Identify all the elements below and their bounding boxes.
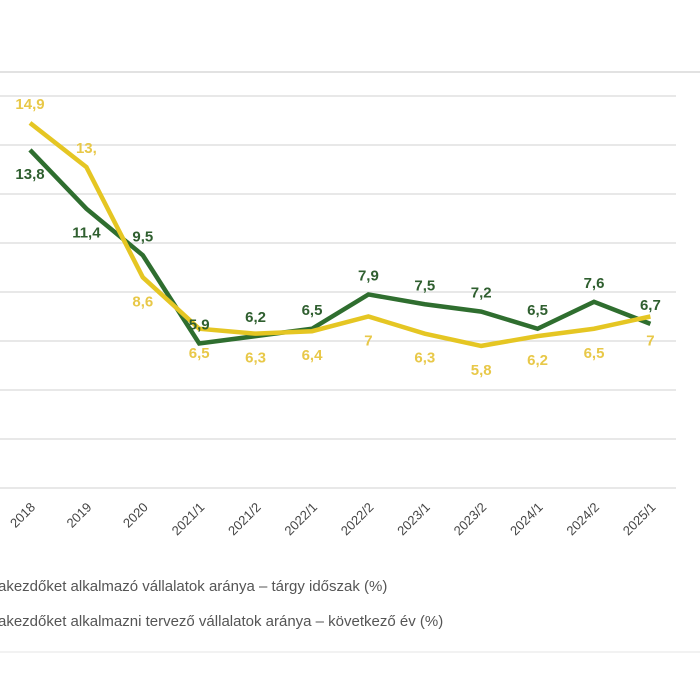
data-label: 7 [646, 333, 654, 350]
x-tick-label: 2020 [120, 500, 151, 531]
data-label: 9,5 [132, 228, 153, 245]
data-label: 7,9 [358, 267, 379, 284]
legend-item-series-2: akezdőket alkalmazni tervező vállalatok … [0, 613, 444, 630]
data-label: 5,9 [189, 316, 210, 333]
x-tick-label: 2019 [63, 500, 94, 531]
data-label: 6,5 [527, 302, 548, 319]
data-label: 6,5 [302, 302, 323, 319]
x-tick-label: 2023/2 [451, 500, 490, 539]
x-tick-label: 2021/1 [169, 500, 208, 539]
data-label: 6,2 [245, 309, 266, 326]
x-tick-label: 2022/2 [338, 500, 377, 539]
data-label: 7,6 [584, 275, 605, 292]
data-label: 6,7 [640, 297, 661, 314]
data-label: 5,8 [471, 362, 492, 379]
data-label: 7,2 [471, 285, 492, 302]
data-label: 6,4 [302, 347, 324, 364]
x-tick-label: 2021/2 [225, 500, 264, 539]
data-label: 7 [364, 333, 372, 350]
x-tick-label: 2022/1 [281, 500, 320, 539]
data-label: 13,8 [15, 166, 44, 183]
x-tick-label: 2018 [7, 500, 38, 531]
data-label: 13, [76, 140, 97, 157]
x-tick-label: 2024/1 [507, 500, 546, 539]
data-label: 6,5 [584, 345, 605, 362]
series-line-2 [28, 121, 651, 349]
data-label: 7,5 [414, 277, 435, 294]
x-tick-label: 2024/2 [563, 500, 602, 539]
x-tick-label: 2023/1 [394, 500, 433, 539]
data-label: 6,2 [527, 352, 548, 369]
data-label: 11,4 [72, 225, 101, 242]
data-label: 6,3 [245, 350, 266, 367]
x-tick-label: 2025/1 [620, 500, 659, 539]
data-label: 14,9 [15, 96, 44, 113]
series-line-1 [28, 148, 652, 346]
legend-item-series-1: akezdőket alkalmazó vállalatok aránya – … [0, 578, 388, 595]
data-label: 6,3 [414, 350, 435, 367]
data-label: 8,6 [132, 293, 153, 310]
data-label: 6,5 [189, 345, 210, 362]
